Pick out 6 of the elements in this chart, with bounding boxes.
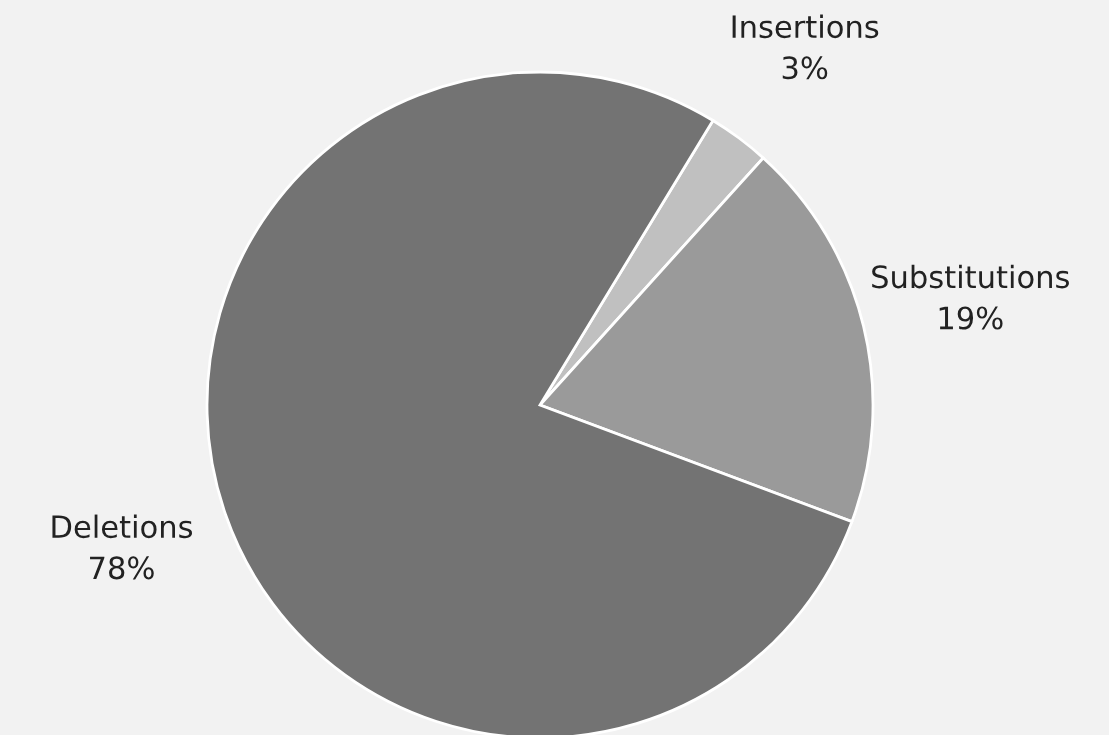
slice-label: Substitutions <box>872 264 1069 289</box>
slice-label: Insertions <box>732 14 879 39</box>
slice-label: Deletions <box>52 514 193 539</box>
data-label: 3% <box>782 56 828 80</box>
data-label: 19% <box>939 306 1003 330</box>
data-label: 78% <box>90 556 154 580</box>
